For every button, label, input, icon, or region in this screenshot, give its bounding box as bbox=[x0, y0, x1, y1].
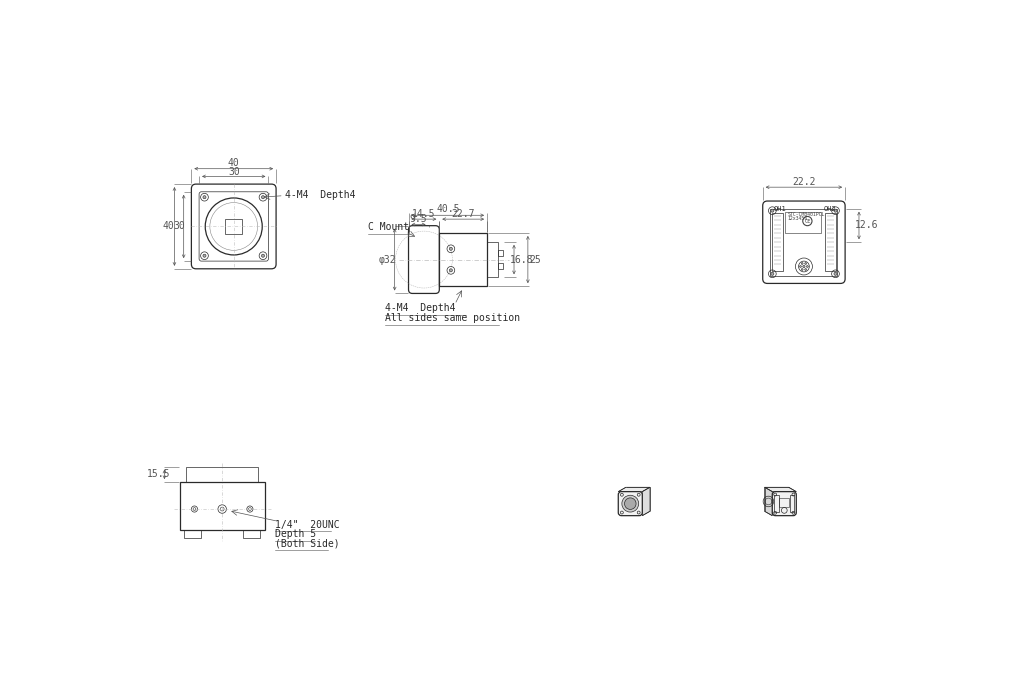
FancyBboxPatch shape bbox=[772, 491, 796, 516]
Text: Depth 5: Depth 5 bbox=[275, 528, 316, 539]
Bar bbox=[780, 498, 789, 507]
Text: 30: 30 bbox=[228, 167, 240, 177]
Text: 12x3456: 12x3456 bbox=[787, 216, 808, 220]
Polygon shape bbox=[764, 487, 772, 516]
Bar bbox=[186, 467, 259, 482]
Bar bbox=[785, 212, 821, 233]
Text: 1/4"  20UNC: 1/4" 20UNC bbox=[275, 519, 340, 529]
Polygon shape bbox=[764, 487, 796, 491]
Circle shape bbox=[770, 272, 774, 275]
Text: 15.5: 15.5 bbox=[146, 470, 170, 480]
Circle shape bbox=[770, 209, 774, 212]
Bar bbox=[180, 482, 265, 530]
Circle shape bbox=[203, 254, 206, 258]
Text: 40: 40 bbox=[163, 221, 174, 232]
Bar bbox=[487, 242, 497, 277]
Circle shape bbox=[262, 195, 265, 199]
Text: φ32: φ32 bbox=[379, 255, 397, 265]
Text: (Both Side): (Both Side) bbox=[275, 538, 340, 548]
Text: 14.5: 14.5 bbox=[412, 209, 436, 218]
Text: 25: 25 bbox=[529, 255, 542, 265]
Polygon shape bbox=[643, 487, 650, 516]
Circle shape bbox=[624, 498, 637, 510]
Text: 40.5: 40.5 bbox=[436, 204, 459, 214]
Circle shape bbox=[834, 209, 837, 212]
Text: 4-M4  Depth4: 4-M4 Depth4 bbox=[385, 303, 456, 313]
Text: All sides same position: All sides same position bbox=[385, 313, 520, 323]
Circle shape bbox=[802, 265, 805, 267]
Text: 40: 40 bbox=[228, 158, 240, 168]
Text: OH1: OH1 bbox=[774, 206, 786, 212]
Circle shape bbox=[799, 265, 801, 267]
Circle shape bbox=[203, 195, 206, 199]
Text: OH2: OH2 bbox=[824, 206, 836, 212]
Circle shape bbox=[834, 272, 837, 275]
Circle shape bbox=[806, 265, 809, 267]
Bar bbox=[770, 209, 837, 276]
Bar bbox=[184, 530, 202, 538]
Bar bbox=[775, 495, 779, 512]
Text: C Mount: C Mount bbox=[369, 223, 410, 232]
Circle shape bbox=[449, 269, 452, 272]
Circle shape bbox=[622, 495, 639, 512]
Circle shape bbox=[804, 262, 806, 265]
Bar bbox=[497, 262, 504, 269]
Text: 16.8: 16.8 bbox=[510, 255, 534, 265]
Text: 4-M4  Depth4: 4-M4 Depth4 bbox=[285, 190, 355, 200]
Text: 12.6: 12.6 bbox=[855, 220, 879, 230]
Bar bbox=[497, 251, 504, 256]
FancyBboxPatch shape bbox=[618, 491, 643, 516]
Circle shape bbox=[262, 254, 265, 258]
Text: 22.2: 22.2 bbox=[792, 177, 816, 187]
Circle shape bbox=[449, 247, 452, 251]
Bar bbox=[825, 214, 836, 271]
Bar bbox=[790, 495, 794, 512]
Circle shape bbox=[801, 262, 803, 265]
Text: 9.5: 9.5 bbox=[410, 214, 427, 224]
Bar bbox=[243, 530, 260, 538]
Bar bbox=[226, 218, 242, 234]
Text: 30: 30 bbox=[173, 221, 185, 232]
Bar bbox=[440, 233, 487, 286]
Text: 22.7: 22.7 bbox=[451, 209, 475, 218]
Bar bbox=[771, 214, 783, 271]
Circle shape bbox=[801, 269, 803, 270]
Text: STC-CMB401PCL: STC-CMB401PCL bbox=[787, 211, 825, 217]
Polygon shape bbox=[618, 487, 650, 491]
Text: CE: CE bbox=[804, 219, 811, 224]
Circle shape bbox=[804, 269, 806, 270]
